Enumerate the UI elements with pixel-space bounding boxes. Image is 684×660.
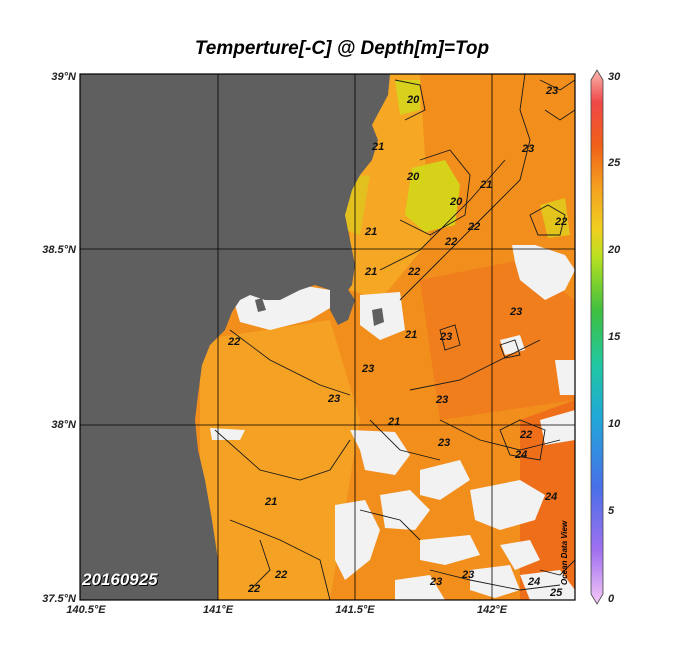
odv-watermark: Ocean Data View xyxy=(560,520,569,585)
y-tick-label: 38.5°N xyxy=(42,244,76,256)
contour-label: 21 xyxy=(364,266,377,278)
colorbar-tick-label: 25 xyxy=(608,157,621,169)
date-stamp: 20160925 xyxy=(82,570,158,589)
colorbar-tick-label: 30 xyxy=(608,71,621,83)
contour-label: 20 xyxy=(406,171,420,183)
x-tick-label: 141°E xyxy=(202,604,234,616)
contour-label: 21 xyxy=(479,179,492,191)
x-tick-label: 141.5°E xyxy=(335,604,375,616)
contour-label: 23 xyxy=(429,576,442,588)
contour-label: 20 xyxy=(406,94,420,106)
contour-label: 22 xyxy=(444,236,457,248)
contour-label: 24 xyxy=(544,491,557,503)
contour-label: 22 xyxy=(247,583,260,595)
contour-label: 23 xyxy=(437,437,450,449)
land-mass xyxy=(80,74,390,600)
contour-label: 22 xyxy=(554,216,567,228)
contour-label: 23 xyxy=(435,394,448,406)
contour-label: 24 xyxy=(514,449,527,461)
contour-label: 22 xyxy=(274,569,287,581)
contour-label: 25 xyxy=(549,587,563,599)
x-tick-label: 142°E xyxy=(476,604,508,616)
contour-label: 23 xyxy=(327,393,340,405)
contour-label: 21 xyxy=(371,141,384,153)
contour-label: 23 xyxy=(461,569,474,581)
contour-label-layer: 20 20 20 21 21 21 21 21 21 21 22 22 22 2… xyxy=(227,85,567,599)
x-tick-label: 140.5°E xyxy=(66,604,106,616)
contour-label: 23 xyxy=(509,306,522,318)
island xyxy=(372,308,384,326)
map-panel: 20 20 20 21 21 21 21 21 21 21 22 22 22 2… xyxy=(80,74,575,600)
y-tick-label: 37.5°N xyxy=(42,593,76,605)
island-2 xyxy=(255,298,266,312)
contour-lines xyxy=(214,74,575,600)
grid-lines xyxy=(80,74,575,600)
contour-label: 21 xyxy=(387,416,400,428)
colorbar-tick-label: 15 xyxy=(608,331,621,343)
contour-label: 23 xyxy=(521,143,534,155)
contour-label: 21 xyxy=(404,329,417,341)
colorbar-tick-label: 10 xyxy=(608,418,621,430)
contour-label: 23 xyxy=(361,363,374,375)
y-tick-label: 39°N xyxy=(51,71,76,83)
contour-label: 22 xyxy=(519,429,532,441)
contour-label: 20 xyxy=(449,196,463,208)
contour-label: 22 xyxy=(467,221,480,233)
contour-label: 22 xyxy=(407,266,420,278)
contour-label: 23 xyxy=(439,331,452,343)
no-data-patches xyxy=(210,245,575,600)
contour-label: 24 xyxy=(527,576,540,588)
y-tick-label: 38°N xyxy=(51,419,76,431)
colorbar-body xyxy=(590,69,604,605)
ocean-light-band xyxy=(200,320,360,600)
contour-label: 23 xyxy=(545,85,558,97)
cold-patch-east xyxy=(540,198,570,238)
island-3 xyxy=(330,285,355,325)
colorbar-tick-label: 0 xyxy=(608,593,615,605)
colorbar xyxy=(590,69,604,605)
contour-label: 22 xyxy=(227,336,240,348)
cold-patch-north xyxy=(395,80,420,115)
map-title: Temperture[-C] @ Depth[m]=Top xyxy=(194,38,490,59)
colorbar-tick-label: 20 xyxy=(608,244,621,256)
contour-label: 21 xyxy=(264,496,277,508)
colorbar-tick-label: 5 xyxy=(608,505,615,517)
cold-patch-central xyxy=(405,160,460,232)
map-frame xyxy=(79,73,576,601)
contour-label: 21 xyxy=(364,226,377,238)
